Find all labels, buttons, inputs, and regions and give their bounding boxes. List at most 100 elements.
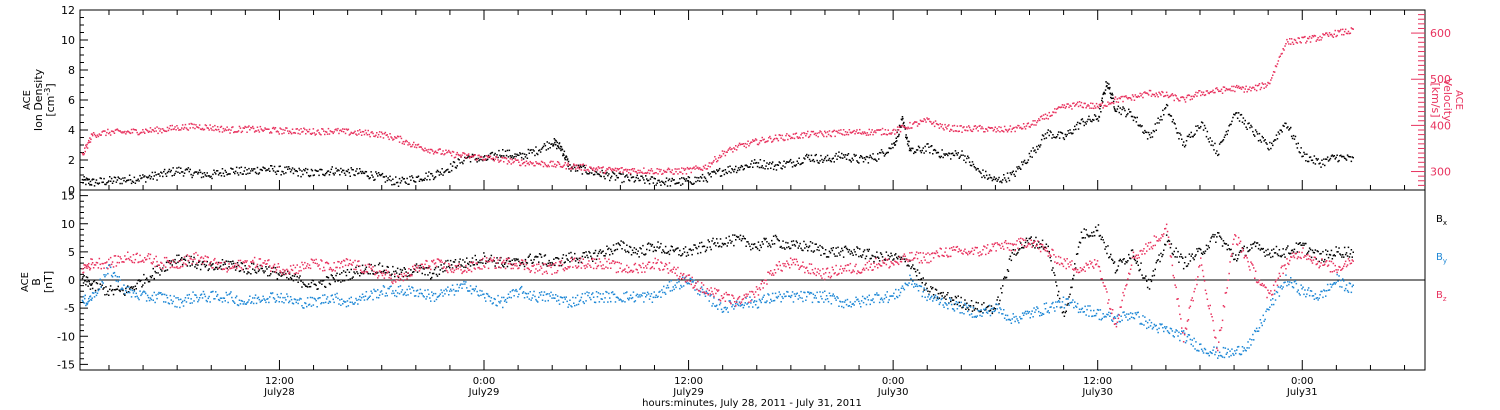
ion-density-point — [199, 171, 202, 174]
bx-point — [1254, 241, 1256, 243]
bx-point — [621, 248, 623, 250]
ion-density-point — [1033, 150, 1035, 152]
bx-point — [990, 305, 993, 307]
bx-point — [467, 262, 469, 265]
bx-point — [449, 267, 451, 269]
bx-point — [1192, 257, 1194, 259]
ion-density-point — [321, 169, 323, 171]
ion-density-point — [671, 177, 673, 180]
by-point — [169, 294, 172, 297]
ion-density-point — [601, 169, 603, 172]
ion-density-point — [364, 170, 367, 173]
bx-point — [290, 278, 293, 280]
ion-density-point — [767, 168, 769, 170]
by-point — [582, 301, 584, 303]
velocity-point — [569, 168, 571, 170]
bx-point — [1053, 272, 1055, 274]
ion-density-point — [352, 169, 354, 171]
by-point — [359, 295, 361, 298]
velocity-point — [760, 140, 762, 142]
ion-density-point — [546, 141, 548, 143]
bx-point — [700, 241, 703, 244]
ion-density-point — [434, 176, 437, 178]
velocity-point — [331, 131, 333, 133]
bx-point — [468, 261, 471, 263]
ion-density-point — [628, 179, 630, 181]
velocity-point — [359, 131, 362, 133]
ion-density-point — [139, 174, 141, 177]
velocity-point — [779, 134, 781, 137]
bx-point — [1197, 250, 1199, 253]
bx-point — [533, 258, 535, 261]
velocity-point — [1344, 28, 1347, 31]
bx-point — [944, 295, 946, 298]
bx-point — [1299, 242, 1301, 244]
by-point — [303, 307, 305, 309]
bx-point — [381, 265, 384, 267]
bx-point — [243, 271, 245, 273]
bx-point — [116, 288, 119, 290]
bx-point — [985, 306, 988, 309]
by-point — [520, 285, 523, 288]
bx-point — [563, 262, 566, 264]
by-point — [340, 304, 342, 306]
velocity-point — [875, 131, 877, 134]
velocity-point — [632, 170, 635, 172]
ion-density-point — [806, 153, 808, 156]
ion-density-point — [1136, 116, 1138, 119]
bx-point — [234, 269, 237, 271]
by-point — [219, 297, 222, 299]
bx-point — [830, 247, 833, 250]
bx-point — [1250, 243, 1252, 246]
bx-point — [145, 279, 147, 281]
velocity-point — [340, 129, 342, 131]
by-point — [88, 297, 90, 300]
bx-point — [392, 265, 394, 268]
by-point — [651, 301, 654, 303]
ion-density-point — [238, 167, 241, 169]
velocity-point — [673, 173, 675, 175]
velocity-point — [497, 159, 499, 161]
velocity-point — [1120, 96, 1122, 98]
ion-density-point — [1210, 144, 1212, 146]
velocity-point — [1227, 88, 1229, 90]
velocity-point — [257, 129, 260, 131]
bx-point — [913, 267, 915, 270]
bx-point — [93, 279, 96, 282]
velocity-point — [192, 126, 194, 129]
ion-density-point — [1046, 131, 1049, 134]
velocity-point — [436, 152, 439, 154]
velocity-point — [508, 161, 511, 163]
velocity-point — [538, 162, 541, 165]
by-point — [365, 291, 368, 293]
velocity-point — [761, 136, 763, 139]
bx-point — [743, 237, 745, 240]
ion-density-point — [972, 163, 975, 166]
velocity-point — [1274, 65, 1277, 67]
by-point — [105, 274, 107, 276]
by-point — [221, 301, 224, 303]
bx-point — [186, 265, 189, 267]
bx-point — [395, 272, 398, 274]
by-point — [549, 295, 551, 297]
velocity-point — [444, 153, 446, 155]
bx-point — [681, 254, 683, 257]
bx-point — [558, 264, 561, 267]
ion-density-point — [1009, 172, 1012, 174]
bx-point — [610, 248, 612, 251]
by-point — [158, 291, 160, 294]
by-point — [599, 293, 602, 295]
bx-point — [130, 286, 133, 288]
velocity-point — [472, 156, 475, 158]
by-point — [658, 291, 660, 293]
ion-density-point — [1222, 139, 1225, 141]
ion-density-point — [839, 156, 841, 158]
ion-density-point — [881, 151, 884, 153]
by-point — [96, 292, 99, 294]
velocity-point — [1251, 87, 1253, 89]
velocity-point — [947, 125, 949, 127]
bx-point — [113, 289, 116, 291]
ion-density-point — [1322, 163, 1324, 166]
velocity-point — [88, 141, 90, 144]
bx-point — [781, 247, 783, 249]
